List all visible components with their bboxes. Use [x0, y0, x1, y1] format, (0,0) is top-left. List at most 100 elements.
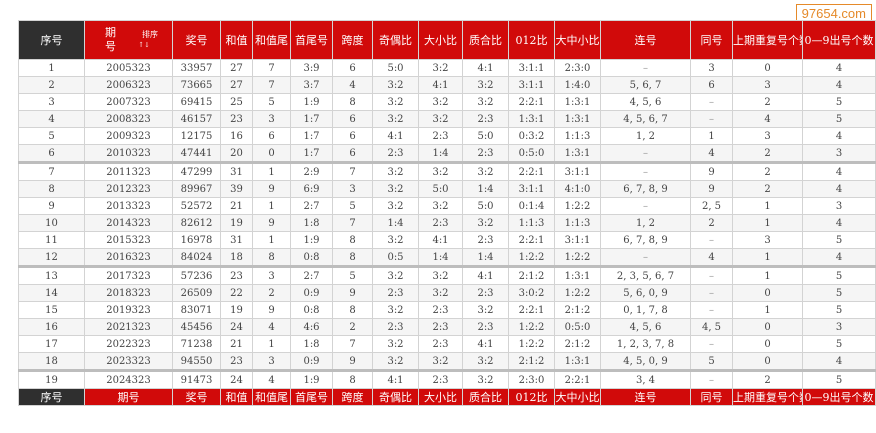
cell-sum-tail: 4	[252, 369, 291, 389]
cell-same: –	[690, 110, 733, 128]
cell-big-mid-small: 2:3:0	[554, 59, 601, 77]
cell-sum: 21	[220, 197, 253, 215]
cell-count: 4	[802, 76, 876, 94]
cell-big-mid-small: 1:3:1	[554, 144, 601, 163]
cell-big-mid-small: 1:4:0	[554, 76, 601, 94]
sort-arrows-icon[interactable]: ↑↓	[138, 41, 150, 49]
cell-same: 2, 5	[690, 197, 733, 215]
cell-sum: 39	[220, 180, 253, 198]
col-footer-ratio012: 012比	[508, 388, 555, 406]
cell-seq: 12	[18, 248, 85, 267]
cell-first-last: 2:9	[290, 161, 333, 181]
cell-repeat-prev: 3	[732, 127, 803, 145]
col-header-seq: 序号	[18, 20, 85, 60]
cell-span: 2	[332, 318, 373, 336]
col-header-consecutive: 连号	[600, 20, 691, 60]
cell-big-small: 2:3	[418, 369, 463, 389]
cell-sum: 16	[220, 127, 253, 145]
cell-repeat-prev: 0	[732, 352, 803, 371]
cell-big-small: 2:3	[418, 301, 463, 319]
cell-big-mid-small: 2:1:2	[554, 335, 601, 353]
col-header-repeat-prev: 上期重复号个数	[732, 20, 803, 60]
table-row: 4 2008323 46157 23 3 1:7 6 3:2 3:2 2:3 1:3:1 1:3:1 4…	[18, 110, 876, 128]
cell-sum-tail: 2	[252, 284, 291, 302]
cell-sum: 24	[220, 369, 253, 389]
col-header-span: 跨度	[332, 20, 373, 60]
cell-odd-even: 4:1	[372, 369, 419, 389]
col-header-issue[interactable]: 期 号 排序 ↑↓	[84, 20, 173, 60]
cell-number: 94550	[172, 352, 221, 371]
cell-sum: 18	[220, 248, 253, 267]
table-row: 11 2015323 16978 31 1 1:9 8 3:2 4:1 2:3 2:2:1 3:1:1…	[18, 231, 876, 249]
col-footer-first-last: 首尾号	[290, 388, 333, 406]
cell-big-small: 3:2	[418, 93, 463, 111]
cell-big-mid-small: 1:2:2	[554, 284, 601, 302]
cell-span: 8	[332, 369, 373, 389]
cell-span: 6	[332, 110, 373, 128]
cell-first-last: 0:8	[290, 301, 333, 319]
cell-number: 47441	[172, 144, 221, 163]
cell-sum: 31	[220, 161, 253, 181]
cell-sum: 31	[220, 231, 253, 249]
cell-issue: 2024323	[84, 369, 173, 389]
sort-button[interactable]: 排序	[142, 30, 158, 39]
cell-sum: 27	[220, 59, 253, 77]
cell-issue: 2014323	[84, 214, 173, 232]
cell-seq: 15	[18, 301, 85, 319]
col-header-same: 同号	[690, 20, 733, 60]
cell-same: 9	[690, 161, 733, 181]
cell-sum-tail: 5	[252, 93, 291, 111]
cell-consecutive: 1, 2, 3, 7, 8	[600, 335, 691, 353]
cell-span: 8	[332, 248, 373, 267]
cell-same: –	[690, 301, 733, 319]
cell-odd-even: 4:1	[372, 127, 419, 145]
cell-same: 5	[690, 352, 733, 371]
col-footer-seq: 序号	[18, 388, 85, 406]
cell-sum-tail: 3	[252, 265, 291, 285]
cell-seq: 9	[18, 197, 85, 215]
cell-repeat-prev: 0	[732, 59, 803, 77]
cell-number: 57236	[172, 265, 221, 285]
col-footer-big-mid-small: 大中小比	[554, 388, 601, 406]
cell-span: 7	[332, 214, 373, 232]
cell-issue: 2005323	[84, 59, 173, 77]
cell-odd-even: 3:2	[372, 197, 419, 215]
cell-span: 5	[332, 197, 373, 215]
cell-consecutive: 2, 3, 5, 6, 7	[600, 265, 691, 285]
table-row: 16 2021323 45456 24 4 4:6 2 2:3 2:3 2:3 1:2:2 0:5:0…	[18, 318, 876, 336]
cell-prime-comp: 1:4	[462, 248, 509, 267]
cell-big-mid-small: 1:2:2	[554, 197, 601, 215]
cell-prime-comp: 1:4	[462, 180, 509, 198]
cell-first-last: 0:8	[290, 248, 333, 267]
cell-prime-comp: 2:3	[462, 110, 509, 128]
cell-odd-even: 2:3	[372, 144, 419, 163]
cell-count: 4	[802, 127, 876, 145]
cell-span: 9	[332, 284, 373, 302]
cell-count: 5	[802, 110, 876, 128]
cell-ratio012: 2:1:2	[508, 352, 555, 371]
cell-number: 84024	[172, 248, 221, 267]
cell-ratio012: 0:3:2	[508, 127, 555, 145]
cell-span: 8	[332, 231, 373, 249]
cell-consecutive: 6, 7, 8, 9	[600, 180, 691, 198]
cell-repeat-prev: 3	[732, 76, 803, 94]
col-footer-sum: 和值	[220, 388, 253, 406]
cell-same: –	[690, 231, 733, 249]
cell-same: –	[690, 265, 733, 285]
cell-big-small: 2:3	[418, 127, 463, 145]
cell-sum: 21	[220, 335, 253, 353]
cell-odd-even: 3:2	[372, 161, 419, 181]
cell-sum-tail: 9	[252, 180, 291, 198]
cell-ratio012: 2:2:1	[508, 231, 555, 249]
cell-same: 4, 5	[690, 318, 733, 336]
cell-ratio012: 0:1:4	[508, 197, 555, 215]
cell-sum-tail: 4	[252, 318, 291, 336]
cell-big-mid-small: 3:1:1	[554, 161, 601, 181]
cell-span: 6	[332, 144, 373, 163]
col-footer-prime-comp: 质合比	[462, 388, 509, 406]
cell-span: 5	[332, 265, 373, 285]
cell-odd-even: 2:3	[372, 318, 419, 336]
col-header-first-last: 首尾号	[290, 20, 333, 60]
table-body: 1 2005323 33957 27 7 3:9 6 5:0 3:2 4:1 3:1:1 2:3:0–…	[18, 59, 876, 389]
cell-repeat-prev: 2	[732, 369, 803, 389]
